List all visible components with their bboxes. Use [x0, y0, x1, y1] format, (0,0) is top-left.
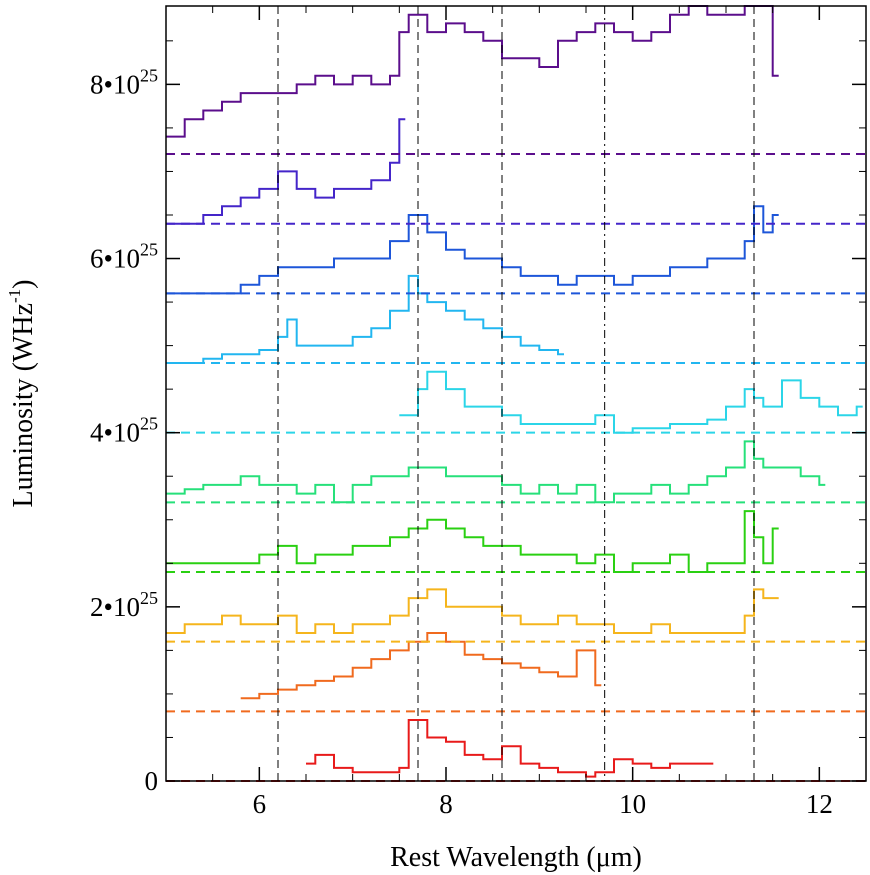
x-tick-label: 8: [439, 789, 453, 819]
y-axis-title: Luminosity (WHz-1): [5, 279, 39, 507]
y-tick-label: 0: [145, 766, 159, 796]
spectrum-line-3: [166, 205, 779, 295]
spectrum-line-10: [306, 719, 714, 778]
y-tick-label: 8•1025: [90, 65, 158, 99]
plot-frame: [165, 5, 867, 782]
spectrum-line-7: [166, 510, 779, 573]
y-axis-title-close: ): [8, 279, 39, 288]
series-layer: [166, 5, 863, 778]
tick-labels: 6 8 10 12 0 2•1025 4•1025 6•1025 8•1025: [90, 65, 833, 819]
x-tick-label: 12: [806, 789, 833, 819]
feature-lines: [277, 6, 755, 781]
spectrum-line-6: [166, 440, 826, 504]
x-tick-label: 6: [253, 789, 267, 819]
spectrum-line-8: [166, 588, 779, 634]
y-tick-label: 6•1025: [90, 240, 158, 274]
tick-marks: [165, 6, 867, 782]
spectrum-line-9: [240, 632, 602, 700]
x-tick-label: 10: [619, 789, 646, 819]
y-axis-title-main: Luminosity (WHz: [8, 303, 39, 508]
y-axis-title-exponent: -1: [5, 289, 24, 303]
y-tick-label: 4•1025: [90, 414, 158, 448]
x-axis-title: Rest Wavelength (μm): [390, 842, 642, 873]
spectrum-line-4: [166, 274, 564, 364]
baseline-layer: [166, 153, 866, 782]
spectrum-line-1: [166, 5, 779, 138]
spectrum-line-5: [399, 370, 863, 434]
y-tick-label: 2•1025: [90, 588, 158, 622]
spectrum-line-2: [166, 118, 406, 225]
